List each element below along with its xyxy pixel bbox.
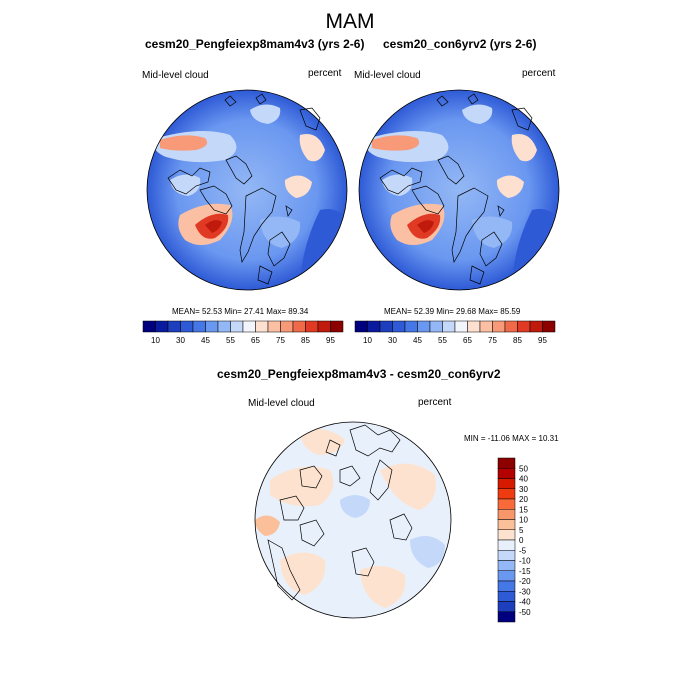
colorbar-tick-label: 30 [519,485,528,494]
colorbar-swatch [230,320,244,333]
colorbar-tick-label: 55 [226,336,235,345]
diff-panel-variable-label: Mid-level cloud [248,398,315,409]
colorbar-tick-label: 30 [388,336,397,345]
colorbar-tick-label: 95 [326,336,335,345]
right-panel-title: cesm20_con6yrv2 (yrs 2-6) [383,37,537,51]
colorbar-tick-label: -15 [519,567,531,576]
colorbar-swatch [142,320,156,333]
colorbar-swatch [497,509,516,520]
colorbar-tick-label: 5 [519,526,524,535]
colorbar-swatch [497,519,516,530]
colorbar-tick-label: -40 [519,598,531,607]
colorbar-swatch [454,320,468,333]
colorbar-swatch [404,320,418,333]
colorbar-swatch [479,320,493,333]
colorbar-swatch [504,320,518,333]
diff-panel-title: cesm20_Pengfeiexp8mam4v3 - cesm20_con6yr… [217,367,501,381]
colorbar-tick-label: 40 [519,475,528,484]
colorbar-swatch [417,320,431,333]
colorbar-tick-label: 45 [413,336,422,345]
colorbar-swatch [280,320,294,333]
colorbar-swatch [292,320,306,333]
colorbar-swatch [217,320,231,333]
colorbar-swatch [497,591,516,602]
colorbar-swatch [497,580,516,592]
colorbar-swatch [155,320,169,333]
colorbar-swatch [317,320,331,333]
colorbar-swatch [497,550,516,561]
colorbar-tick-label: 10 [519,516,528,525]
colorbar-swatch [497,611,516,623]
colorbar-swatch [305,320,319,333]
right-polar-map [358,89,560,291]
colorbar-tick-label: 85 [513,336,522,345]
colorbar-tick-label: 65 [463,336,472,345]
right-colorbar: 10 30 45 55 65 75 85 95 [354,320,556,345]
figure-title: MAM [325,10,375,33]
left-panel-units-label: percent [308,68,342,79]
colorbar-tick-label: 95 [538,336,547,345]
left-polar-map [146,89,348,291]
colorbar-tick-label: 50 [519,464,528,473]
diff-panel-units-label: percent [418,397,452,408]
colorbar-tick-label: 85 [301,336,310,345]
colorbar-swatch [429,320,443,333]
colorbar-tick-label: 45 [201,336,210,345]
colorbar-swatch [330,320,344,333]
colorbar-swatch [497,457,516,469]
colorbar-tick-label: 10 [151,336,160,345]
colorbar-swatch [497,478,516,489]
colorbar-swatch [255,320,269,333]
colorbar-swatch [392,320,406,333]
colorbar-swatch [205,320,219,333]
colorbar-swatch [167,320,181,333]
left-panel-variable-label: Mid-level cloud [142,70,209,81]
right-panel-variable-label: Mid-level cloud [354,70,421,81]
colorbar-swatch [542,320,556,333]
colorbar-tick-label: 30 [176,336,185,345]
colorbar-tick-label: 20 [519,495,528,504]
right-panel-stats: MEAN= 52.39 Min= 29.68 Max= 85.59 [384,307,521,316]
colorbar-tick-label: -5 [519,546,527,555]
colorbar-swatch [497,601,516,612]
colorbar-swatch [180,320,194,333]
colorbar-tick-label: 65 [251,336,260,345]
colorbar-swatch [497,570,516,582]
left-colorbar: 10 30 45 55 65 75 85 95 [142,320,344,345]
colorbar-swatch [192,320,206,333]
colorbar-swatch [367,320,381,333]
colorbar-swatch [529,320,543,333]
colorbar-tick-label: 0 [519,536,524,545]
colorbar-swatch [497,468,516,479]
left-panel-title: cesm20_Pengfeiexp8mam4v3 (yrs 2-6) [145,37,365,51]
colorbar-swatch [354,320,368,333]
colorbar-swatch [379,320,393,333]
colorbar-tick-label: -20 [519,577,531,586]
colorbar-swatch [497,529,516,541]
colorbar-tick-label: 15 [519,505,528,514]
colorbar-swatch [517,320,531,333]
colorbar-swatch [497,560,516,571]
colorbar-tick-label: -10 [519,557,531,566]
colorbar-tick-label: -50 [519,608,531,617]
colorbar-swatch [497,539,516,551]
colorbar-swatch [497,488,516,500]
diff-panel-stats: MIN = -11.06 MAX = 10.31 [464,434,559,443]
colorbar-swatch [242,320,256,333]
colorbar-tick-label: 75 [276,336,285,345]
colorbar-tick-label: 75 [488,336,497,345]
colorbar-swatch [492,320,506,333]
difference-polar-map [254,421,452,619]
colorbar-tick-label: -30 [519,587,531,596]
left-panel-stats: MEAN= 52.53 Min= 27.41 Max= 89.34 [172,307,309,316]
colorbar-swatch [467,320,481,333]
right-panel-units-label: percent [522,68,556,79]
colorbar-swatch [267,320,281,333]
colorbar-tick-label: 55 [438,336,447,345]
colorbar-tick-label: 10 [363,336,372,345]
colorbar-swatch [442,320,456,333]
colorbar-swatch [497,498,516,510]
